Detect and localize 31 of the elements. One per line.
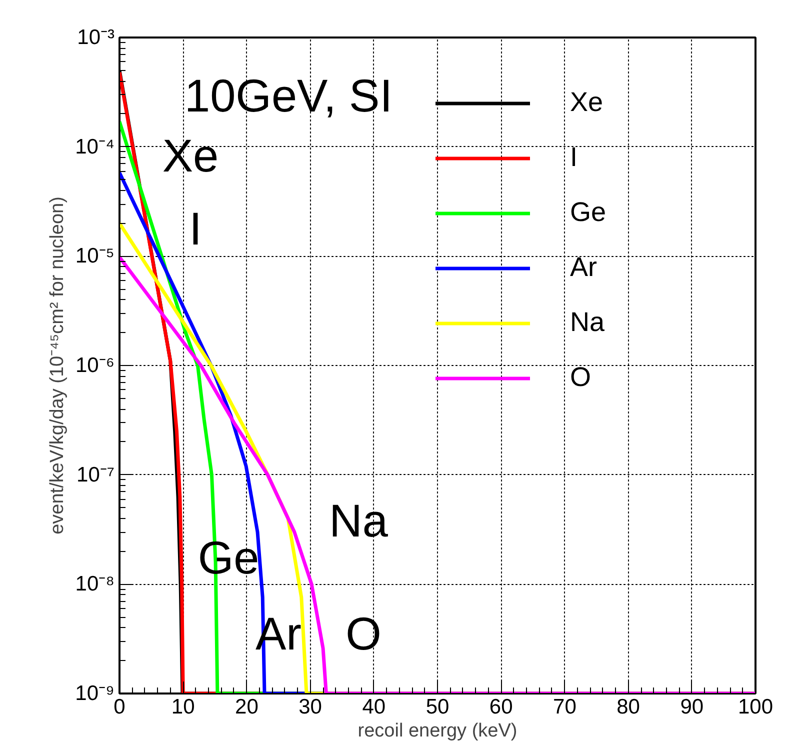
legend-label: I (570, 142, 579, 173)
y-tick-label: 10⁻³ (77, 26, 115, 49)
y-tick-label: 10⁻⁴ (75, 135, 115, 158)
annotation: I (189, 202, 202, 254)
legend-label: O (570, 362, 592, 393)
legend-label: Ar (570, 252, 597, 283)
x-tick-label: 60 (489, 696, 513, 718)
annotation: O (346, 608, 382, 660)
annotation: Xe (162, 130, 219, 182)
y-tick-label: 10⁻⁵ (75, 244, 115, 268)
legend-label: Xe (570, 87, 604, 118)
y-tick-label: 10⁻⁷ (76, 463, 115, 486)
x-tick-label: 40 (362, 696, 386, 718)
x-axis-title: recoil energy (keV) (358, 720, 518, 742)
x-tick-label: 70 (553, 696, 576, 718)
x-tick-label: 100 (738, 696, 774, 718)
y-tick-label: 10⁻⁸ (75, 572, 114, 596)
legend-label: Ge (570, 197, 606, 228)
y-axis-title: event/keV/kg/day (10⁻⁴⁵cm² for nucleon) (47, 196, 68, 534)
x-tick-label: 90 (680, 696, 704, 718)
x-tick-label: 50 (426, 696, 450, 718)
annotation: Na (329, 494, 388, 546)
x-tick-label: 20 (235, 696, 258, 718)
y-tick-label: 10⁻⁶ (76, 354, 115, 377)
annotation: 10GeV, SI (184, 70, 393, 122)
y-tick-label: 10⁻⁹ (75, 682, 115, 705)
legend-label: Na (570, 307, 605, 338)
x-tick-label: 80 (616, 696, 640, 718)
x-tick-label: 0 (114, 696, 126, 718)
x-tick-label: 10 (171, 696, 195, 718)
x-tick-label: 30 (298, 696, 322, 718)
